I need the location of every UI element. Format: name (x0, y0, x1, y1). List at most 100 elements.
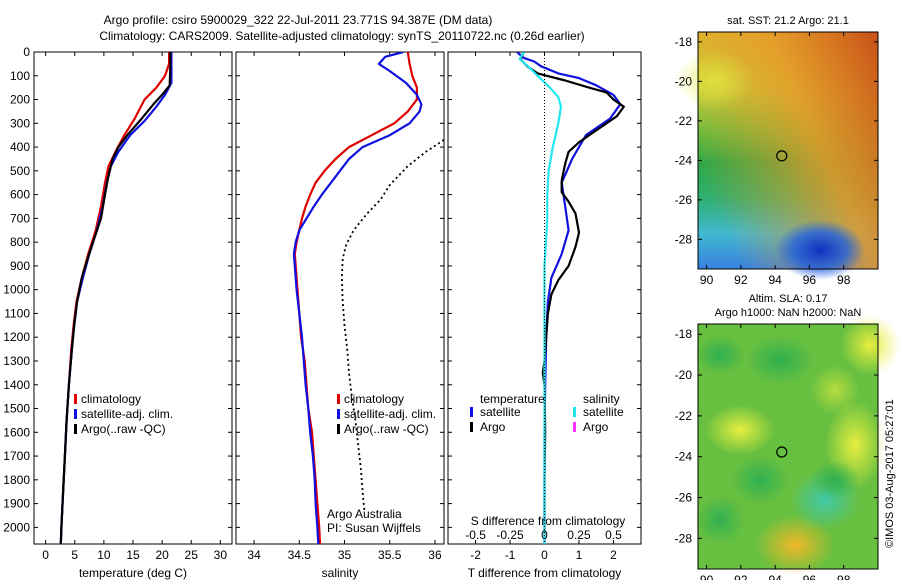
y-tick-label: -20 (675, 74, 693, 88)
legend-swatch (337, 409, 340, 419)
x-tick-label: 34.5 (288, 548, 312, 562)
y-tick-label: 1300 (3, 354, 30, 368)
x-tick-label: 90 (700, 573, 714, 580)
y-tick-label: -20 (675, 368, 693, 382)
header-subtitle: Climatology: CARS2009. Satellite-adjuste… (99, 29, 584, 43)
series-argo (340, 139, 444, 511)
legend-swatch (470, 422, 473, 432)
x-tick-label: 20 (155, 548, 169, 562)
x-tick-label: 98 (837, 273, 851, 287)
y-tick-label: 1500 (3, 402, 30, 416)
x-tick-label: -2 (470, 548, 481, 562)
x-tick-label: -1 (505, 548, 516, 562)
sla-map-title: Altim. SLA: 0.17 (749, 293, 828, 305)
y-tick-label: 0 (23, 45, 30, 59)
y-tick-label: -28 (675, 232, 693, 246)
sla-map-axes: 90 92 94 96 98 -18 -20 -22 -24 -26 -28 Altim. SLA: … (675, 293, 879, 580)
sst-map-axes: 90 92 94 96 98 -18 -20 -22 -24 -26 -28 sat. SST: 21… (675, 15, 879, 287)
series-T-argo (519, 52, 625, 544)
y-tick-label: 300 (10, 116, 30, 130)
y-tick-label: 1600 (3, 425, 30, 439)
legend-label: satellite-adj. clim. (81, 407, 173, 421)
sst-map-image (675, 32, 878, 280)
x2-tick-label: -0.5 (465, 528, 486, 542)
legend-title-salinity: salinity (583, 392, 620, 406)
y-tick-label: -26 (675, 491, 693, 505)
annotation-line1: Argo Australia (327, 507, 402, 521)
difference-profile-xlabel: T difference from climatology (468, 566, 622, 580)
x-tick-label: 96 (803, 273, 817, 287)
y-tick-label: 1100 (4, 306, 30, 320)
y-tick-label: 400 (10, 140, 30, 154)
argo-location-marker (776, 446, 788, 458)
salinity-profile: 34 34.5 35 35.5 36 salinity (235, 51, 445, 580)
series-S-satellite (518, 52, 563, 544)
sst-map-frame (697, 31, 879, 270)
y-tick-label: 600 (10, 188, 30, 202)
x-tick-label: 92 (734, 273, 748, 287)
y-tick-label: 900 (10, 259, 30, 273)
legend-label: satellite-adj. clim. (344, 407, 436, 421)
y-tick-label: 1200 (3, 330, 30, 344)
sla-map-subtitle: Argo h1000: NaN h2000: NaN (715, 307, 862, 319)
legend-label: Argo(..raw -QC) (81, 422, 166, 436)
legend-swatch (74, 394, 77, 404)
y-tick-label: 200 (10, 93, 30, 107)
series-argo (59, 52, 172, 544)
y-tick-label: -28 (675, 531, 693, 545)
x2-tick-label: -0.25 (496, 528, 524, 542)
y-tick-label: 700 (10, 211, 30, 225)
x-tick-label: 90 (700, 273, 714, 287)
y-tick-label: -18 (675, 35, 693, 49)
x-tick-label: 35.5 (378, 548, 402, 562)
sst-map-title: sat. SST: 21.2 Argo: 21.1 (727, 15, 849, 27)
y-tick-label: 2000 (3, 520, 30, 534)
y-tick-label: -22 (675, 409, 693, 423)
series-satellite (292, 52, 423, 544)
watermark: ©IMOS 03-Aug-2017 05:27:01 (884, 399, 896, 548)
x-tick-label: 34 (247, 548, 261, 562)
x-tick-label: 94 (768, 573, 782, 580)
y-tick-label: -22 (675, 114, 693, 128)
y-tick-label: 100 (10, 69, 30, 83)
y-tick-label: -18 (675, 327, 693, 341)
legend-swatch (470, 407, 473, 417)
y-tick-label: 1700 (3, 449, 30, 463)
legend-label: Argo (583, 420, 609, 434)
legend-label: satellite (583, 405, 624, 419)
legend-label: Argo (480, 420, 506, 434)
x-tick-label: 25 (185, 548, 199, 562)
legend-label: climatology (81, 392, 141, 406)
difference-legend: temperature salinitysatelliteArgosatellit… (470, 392, 624, 434)
x-tick-label: 36 (428, 548, 442, 562)
x-tick-label: 1 (576, 548, 583, 562)
legend-title-temperature: temperature (480, 392, 545, 406)
y-tick-label: 1800 (3, 473, 30, 487)
legend-swatch (337, 394, 340, 404)
x2-tick-label: 0.25 (567, 528, 591, 542)
temperature-profile-series (59, 52, 173, 544)
salinity-profile-series (292, 52, 444, 544)
x2-tick-label: 0 (541, 528, 548, 542)
x-tick-label: 10 (97, 548, 111, 562)
legend-swatch (573, 422, 576, 432)
y-tick-label: 500 (10, 164, 30, 178)
x-tick-label: 96 (803, 573, 817, 580)
x-tick-label: 5 (71, 548, 78, 562)
x-tick-label: 98 (837, 573, 851, 580)
sla-map-image (695, 315, 900, 575)
y-tick-label: 1900 (3, 497, 30, 511)
x2-tick-label: 0.5 (605, 528, 622, 542)
y-tick-label: -24 (675, 450, 693, 464)
legend-swatch (74, 424, 77, 434)
annotation-line2: PI: Susan Wijffels (327, 521, 421, 535)
x-tick-label: 15 (126, 548, 140, 562)
legend-label: Argo(..raw -QC) (344, 422, 429, 436)
legend-label: satellite (480, 405, 521, 419)
temperature-profile: 0 5 10 15 20 25 300100200300400500600700800900… (3, 45, 233, 580)
y-tick-label: -26 (675, 193, 693, 207)
y-tick-label: 800 (10, 235, 30, 249)
legend-swatch (74, 409, 77, 419)
